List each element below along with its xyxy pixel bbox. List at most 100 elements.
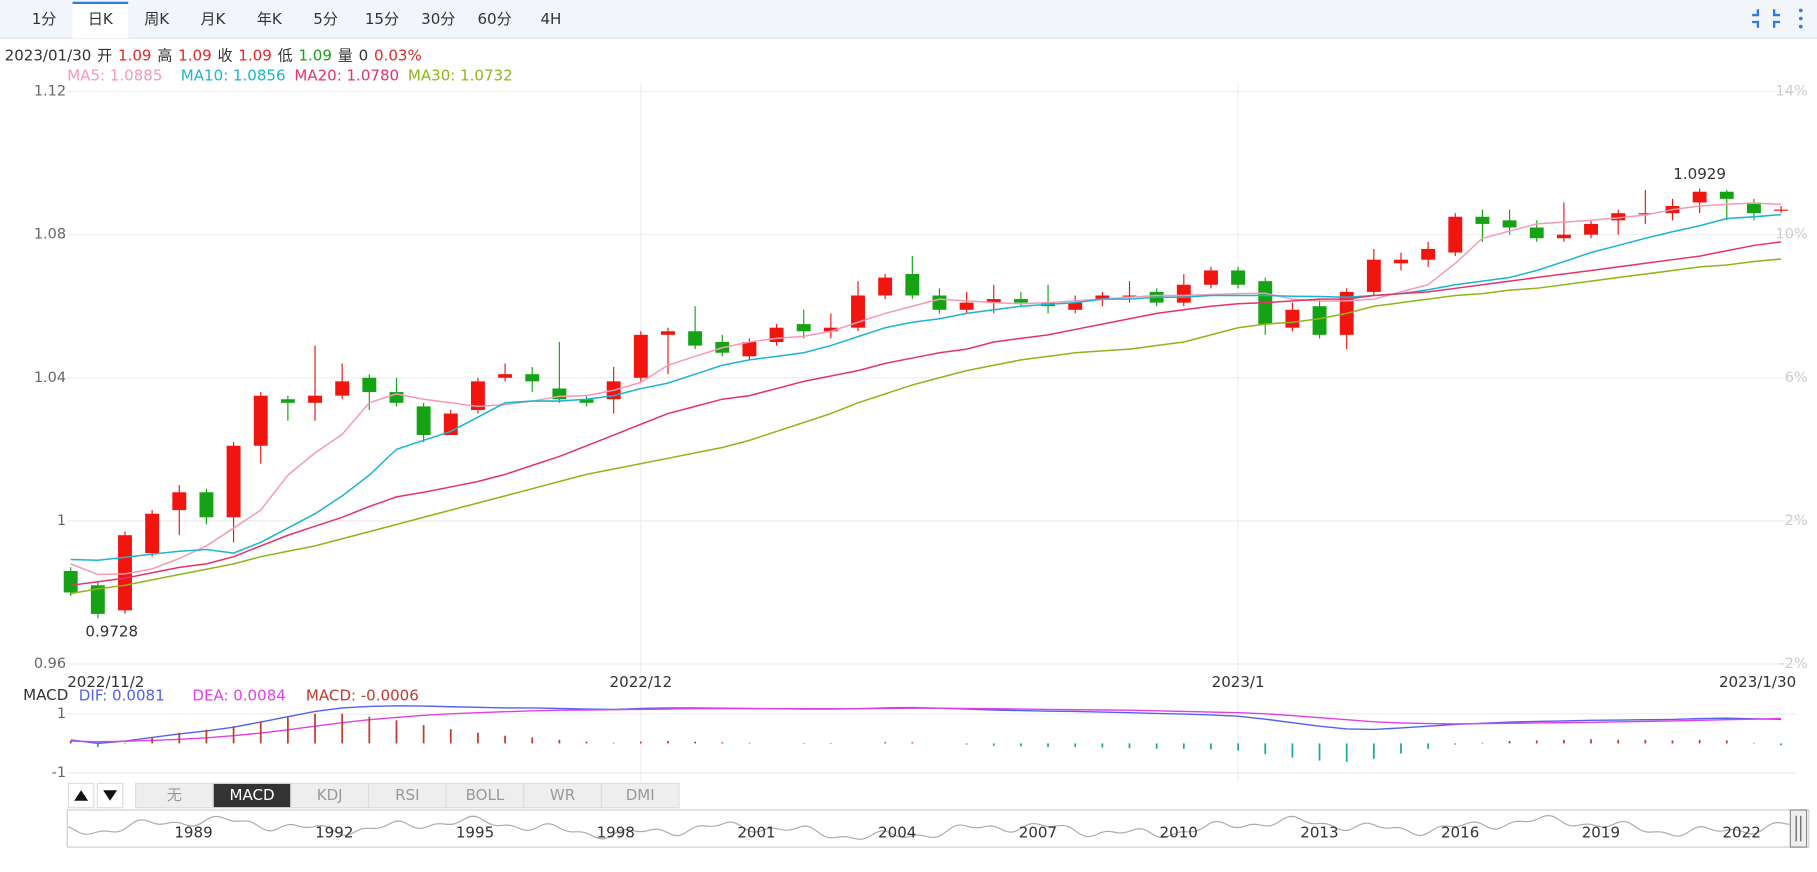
candle-body: [470, 381, 485, 410]
candle-body: [1719, 191, 1734, 199]
legend-name: DIF:: [79, 686, 108, 704]
navigator-year: 1989: [174, 824, 212, 842]
y-tick-label: 1.04: [34, 370, 66, 386]
indicator-tab[interactable]: WR: [550, 786, 576, 804]
indicator-tab[interactable]: DMI: [626, 786, 655, 804]
macd-bar: [1698, 739, 1701, 744]
candle-body: [1068, 302, 1083, 310]
macd-bar: [422, 725, 425, 744]
candle-body: [796, 324, 811, 332]
timeframe-tab[interactable]: 年K: [257, 10, 283, 28]
y-tick-label: -1: [52, 765, 66, 781]
candle-body: [362, 377, 377, 393]
y-tick-label: 1: [57, 706, 66, 722]
candle-body: [172, 492, 187, 511]
macd-bar: [1400, 743, 1402, 754]
candle-body: [552, 388, 567, 400]
timeframe-tab[interactable]: 4H: [540, 10, 561, 28]
ma-legend: MA5: 1.0885 MA10: 1.0856 MA20: 1.0780 MA30: 1.0…: [67, 66, 512, 84]
navigator-year: 2007: [1019, 824, 1057, 842]
candle-body: [1475, 216, 1490, 224]
timeframe-tab[interactable]: 周K: [144, 10, 170, 28]
arrow-down-button[interactable]: [96, 782, 124, 809]
indicator-tab-bg[interactable]: [212, 782, 292, 809]
candle-body: [389, 392, 404, 403]
indicator-tab[interactable]: BOLL: [466, 786, 505, 804]
macd-bar: [1101, 743, 1104, 748]
candle-body: [1203, 270, 1218, 285]
timeframe-tab[interactable]: 15分: [365, 10, 399, 28]
y2-tick-label: -2%: [1780, 656, 1808, 672]
candles: [63, 188, 1789, 619]
legend-name: MACD:: [306, 686, 356, 704]
candle-body: [1774, 209, 1789, 211]
legend-value: 1.0780: [346, 66, 399, 84]
arrow-up-button[interactable]: [67, 782, 95, 809]
timeframe-tab[interactable]: 30分: [421, 10, 455, 28]
navigator-year: 2001: [737, 824, 775, 842]
legend-entry: DEA: 0.0084: [192, 686, 285, 704]
indicator-tab-bg[interactable]: [600, 782, 680, 809]
legend-value: 0.0081: [112, 686, 165, 704]
navigator-year: 1998: [597, 824, 635, 842]
indicator-tab-bg[interactable]: [290, 782, 370, 809]
legend-name: DEA:: [192, 686, 228, 704]
quote-field-value: 1.09: [178, 46, 212, 64]
indicator-tab-bg[interactable]: [445, 782, 525, 809]
candle-body: [905, 274, 920, 296]
quote-field-value: 1.09: [238, 46, 272, 64]
candle-body: [1692, 191, 1707, 203]
x-tick-label: 2022/12: [610, 673, 673, 691]
candle-body: [959, 302, 974, 310]
y2-tick-label: 6%: [1785, 370, 1808, 386]
legend-name: MA5:: [67, 66, 105, 84]
timeframe-tab[interactable]: 5分: [313, 10, 338, 28]
navigator-year: 1992: [315, 824, 353, 842]
macd-bar: [1047, 743, 1049, 747]
timeframe-tab[interactable]: 日K: [88, 10, 114, 28]
macd-bar: [802, 743, 805, 745]
indicator-tab[interactable]: MACD: [229, 786, 274, 804]
timeframe-tab[interactable]: 1分: [32, 10, 57, 28]
macd-bar: [124, 742, 126, 744]
candle-body: [661, 331, 675, 335]
legend-value: 0.0084: [233, 686, 286, 704]
indicator-tab[interactable]: 无: [167, 786, 182, 804]
indicator-legend: DIF: 0.0081 DEA: 0.0084 MACD: -0.0006: [79, 686, 419, 704]
candle-body: [1394, 259, 1408, 264]
macd-bar: [992, 743, 995, 746]
candle-body: [633, 334, 648, 378]
legend-name: MA10:: [181, 66, 229, 84]
macd-bar: [1074, 743, 1077, 747]
candle-body: [878, 277, 893, 296]
macd-bar: [1372, 743, 1375, 759]
macd-bar: [748, 742, 751, 744]
macd-bar: [721, 742, 724, 744]
macd-bar: [69, 741, 72, 744]
candle-body: [1366, 259, 1381, 292]
indicator-tab[interactable]: RSI: [395, 786, 419, 804]
candle-body: [145, 513, 160, 554]
candle-body: [986, 299, 1001, 303]
macd-bar: [1508, 741, 1511, 744]
more-icon[interactable]: [1798, 8, 1803, 29]
timeframe-tab[interactable]: 60分: [477, 10, 511, 28]
macd-bar: [1291, 743, 1294, 758]
macd-bar: [1454, 743, 1457, 745]
indicator-tab[interactable]: KDJ: [317, 786, 343, 804]
active-tab-bg: [72, 2, 129, 39]
indicator-tab-bg[interactable]: [135, 782, 214, 809]
fullscreen-icon[interactable]: [1752, 9, 1780, 28]
timeframe-tab[interactable]: 月K: [201, 10, 227, 28]
macd-bar: [911, 742, 914, 744]
candle-body: [280, 399, 295, 403]
macd-bar: [965, 743, 968, 745]
macd-bar: [558, 739, 561, 744]
quote-field-label: 高: [157, 46, 172, 64]
indicator-title: MACD: [23, 686, 68, 704]
candle-body: [1013, 299, 1028, 303]
legend-entry: MACD: -0.0006: [306, 686, 419, 704]
macd-bar: [1345, 743, 1348, 762]
navigator-handle[interactable]: [1789, 809, 1808, 848]
quote-field-label: 收: [217, 46, 232, 64]
